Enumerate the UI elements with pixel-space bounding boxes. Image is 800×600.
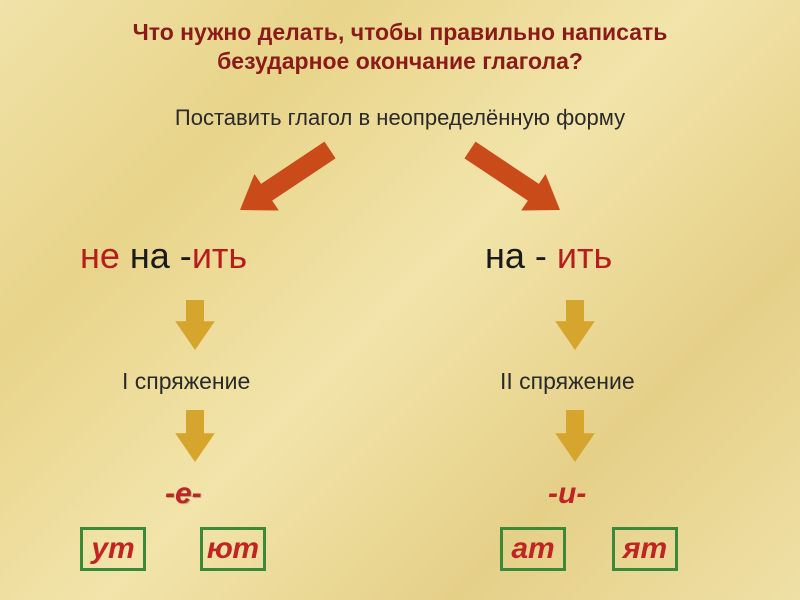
slide-title: Что нужно делать, чтобы правильно написа… [80,18,720,76]
branch-right-suffix: ить [557,235,612,276]
arrow [555,410,595,462]
arrow [175,410,215,462]
arrow [555,300,595,350]
arrow [464,142,560,211]
vowel-left: -е- [165,477,202,511]
arrows-layer [0,0,800,600]
branch-right-label: на - ить [485,235,612,277]
branch-right-mid: на - [485,235,557,276]
branch-left-label: не на -ить [80,235,247,277]
suffix-box: ют [200,527,266,571]
arrow [175,300,215,350]
suffix-box: ят [612,527,678,571]
suffix-box: ут [80,527,146,571]
branch-left-suffix: ить [192,235,247,276]
conjugation-right: II спряжение [500,368,635,395]
suffix-box: ат [500,527,566,571]
arrow [240,142,336,211]
branch-left-mid: на - [130,235,192,276]
slide-subtitle: Поставить глагол в неопределённую форму [100,105,700,131]
vowel-right: -и- [548,477,586,511]
branch-left-prefix: не [80,235,130,276]
conjugation-left: I спряжение [122,368,250,395]
